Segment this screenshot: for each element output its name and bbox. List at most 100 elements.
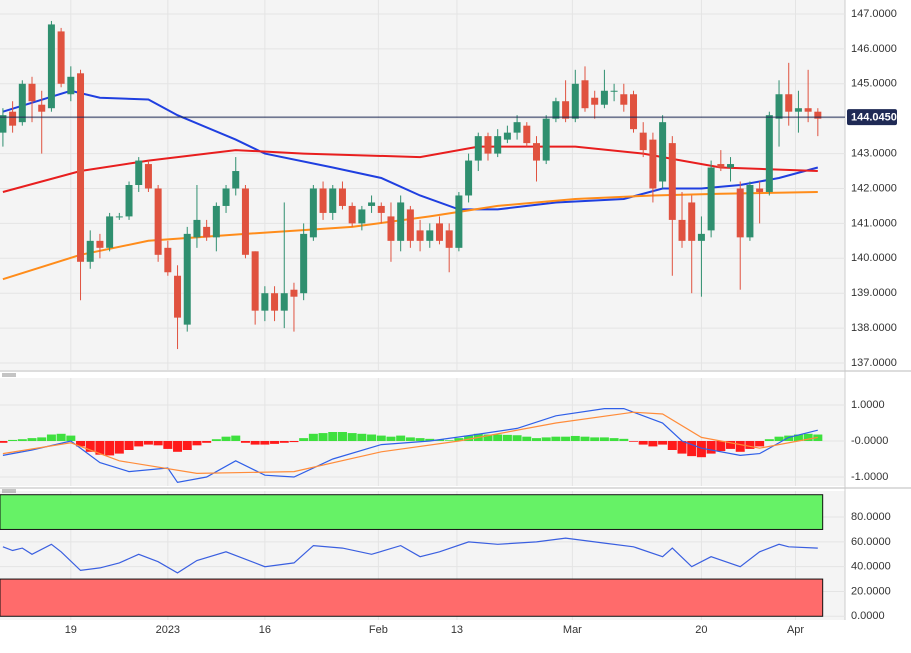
- histogram-bar: [696, 441, 706, 458]
- histogram-bar: [599, 437, 609, 441]
- candle-body: [814, 111, 822, 119]
- histogram-bar: [202, 441, 212, 443]
- histogram-bar: [706, 441, 716, 454]
- candle-body: [329, 188, 337, 213]
- candle-body: [28, 83, 36, 102]
- candle-body: [727, 164, 735, 168]
- histogram-bar: [308, 433, 318, 441]
- candle-body: [639, 132, 647, 151]
- candle-body: [542, 118, 550, 161]
- last-price-label: 144.0450: [851, 112, 897, 124]
- y-tick-label: 80.0000: [851, 511, 891, 523]
- histogram-bar: [541, 437, 551, 441]
- histogram-bar: [153, 441, 163, 446]
- candle-body: [562, 101, 570, 119]
- x-tick-label: Mar: [563, 624, 582, 636]
- histogram-bar: [143, 441, 153, 445]
- candle-body: [765, 115, 773, 192]
- resize-handle[interactable]: [2, 373, 16, 493]
- histogram-bar: [124, 441, 134, 450]
- candle-body: [756, 188, 764, 192]
- candle-body: [368, 202, 376, 206]
- y-tick-label: 0.0000: [851, 610, 885, 622]
- macd-panel: [0, 378, 845, 486]
- histogram-bar: [299, 438, 309, 441]
- candle-body: [736, 188, 744, 238]
- x-tick-label: 13: [451, 624, 463, 636]
- histogram-bar: [415, 438, 425, 441]
- candle-body: [746, 185, 754, 238]
- y-tick-label: 60.0000: [851, 536, 891, 548]
- candle-body: [406, 209, 414, 241]
- histogram-bar: [784, 435, 794, 441]
- histogram-bar: [105, 441, 115, 456]
- histogram-bar: [27, 438, 37, 441]
- histogram-bar: [726, 441, 736, 449]
- candle-body: [203, 226, 211, 238]
- candle-body: [455, 195, 463, 248]
- candle-body: [9, 111, 17, 126]
- indicator-line: [2, 411, 818, 475]
- candle-body: [154, 188, 162, 255]
- candle-body: [0, 115, 7, 133]
- candle-body: [193, 219, 201, 238]
- candle-body: [785, 94, 793, 112]
- histogram-bar: [648, 441, 658, 447]
- candle-body: [775, 94, 783, 119]
- candle-body: [18, 83, 26, 123]
- histogram-bar: [76, 441, 86, 447]
- last-price-box: [847, 109, 897, 126]
- x-tick-label: 16: [259, 624, 271, 636]
- candle-body: [426, 230, 434, 241]
- histogram-bar: [677, 441, 687, 454]
- x-tick-label: Apr: [787, 624, 804, 636]
- histogram-bar: [803, 433, 813, 441]
- histogram-bar: [658, 441, 668, 445]
- candle-body: [183, 233, 191, 325]
- candle-body: [610, 90, 618, 92]
- histogram-bar: [755, 441, 765, 447]
- candle-body: [271, 293, 279, 311]
- histogram-bar: [619, 438, 629, 441]
- histogram-bar: [221, 436, 231, 441]
- candle-body: [212, 205, 220, 238]
- indicator-line: [2, 89, 819, 211]
- candle-body: [707, 167, 715, 231]
- candle-body: [261, 293, 269, 311]
- candle-body: [67, 76, 75, 95]
- histogram-bar: [764, 439, 774, 441]
- candle-body: [135, 160, 143, 185]
- candle-body: [309, 188, 317, 238]
- histogram-bar: [95, 441, 105, 455]
- x-tick-label: 20: [695, 624, 707, 636]
- candle-body: [465, 160, 473, 196]
- candle-body: [47, 24, 55, 109]
- histogram-bar: [502, 434, 512, 441]
- histogram-bar: [580, 436, 590, 441]
- histogram-bar: [687, 441, 697, 457]
- candle-body: [144, 164, 152, 189]
- rsi-zone: [0, 578, 824, 617]
- y-tick-label: 142.0000: [851, 182, 897, 194]
- histogram-bar: [279, 441, 289, 443]
- y-tick-label: 40.0000: [851, 561, 891, 573]
- candle-body: [338, 188, 346, 206]
- candle-body: [445, 230, 453, 248]
- candle-body: [600, 90, 608, 105]
- histogram-bar: [337, 432, 347, 441]
- y-tick-label: 143.0000: [851, 147, 897, 159]
- indicator-line: [2, 408, 818, 484]
- histogram-bar: [396, 435, 406, 441]
- histogram-bar: [493, 434, 503, 441]
- histogram-bar: [231, 435, 241, 441]
- candle-body: [38, 104, 46, 112]
- y-tick-label: 147.0000: [851, 8, 897, 20]
- histogram-bar: [464, 435, 474, 441]
- candle-body: [57, 31, 65, 84]
- candle-body: [697, 233, 705, 241]
- histogram-bar: [357, 433, 367, 441]
- candle-body: [125, 185, 133, 217]
- histogram-bar: [163, 441, 173, 449]
- histogram-bar: [629, 441, 639, 442]
- histogram-bar: [367, 434, 377, 441]
